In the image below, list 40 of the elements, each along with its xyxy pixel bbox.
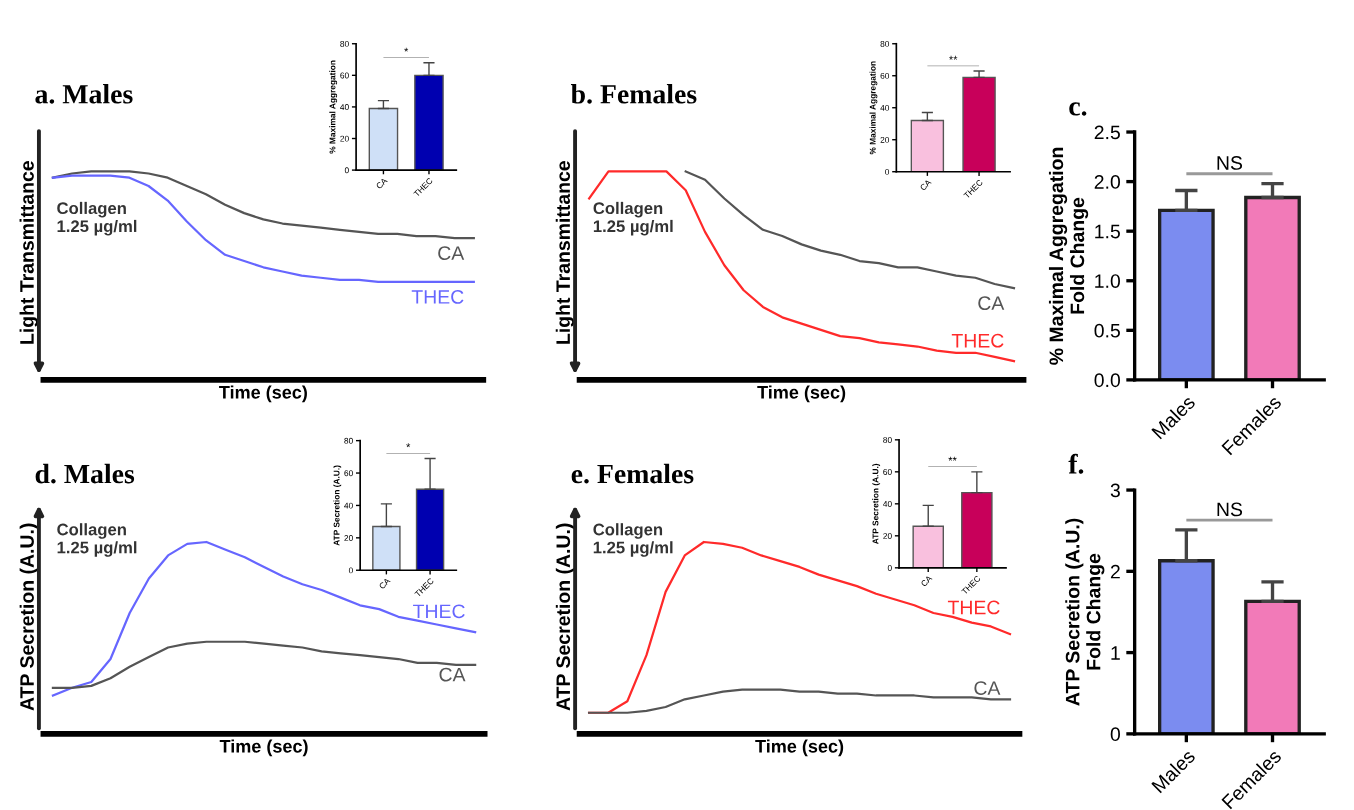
- y-tick-label: 0.0: [1094, 373, 1121, 388]
- annotation: Collagen 1.25 µg/ml: [593, 523, 673, 557]
- y-axis-title: % Maximal Aggregation Fold Change: [1048, 147, 1089, 365]
- chart-title: f.: [1068, 453, 1084, 474]
- y-tick-label: 3: [1110, 483, 1120, 498]
- y-tick-label: 1.5: [1095, 224, 1120, 239]
- y-tick-label: 1.0: [1095, 274, 1121, 288]
- series-label: CA: [978, 296, 1005, 311]
- y-axis-title: ATP Secretion (A.U.) Fold Change: [1065, 518, 1105, 706]
- series-label: CA: [438, 246, 465, 261]
- annotation: Collagen 1.25 µg/ml: [57, 523, 137, 557]
- annotation: Collagen 1.25 µg/ml: [593, 201, 673, 236]
- y-axis-title: ATP Secretion (A.U.): [555, 523, 574, 711]
- y-tick-label: 0.5: [1094, 323, 1120, 338]
- y-tick-label: 2.5: [1094, 125, 1120, 140]
- annotation: NS: [1217, 156, 1243, 170]
- x-axis-title: Time (sec): [755, 739, 844, 757]
- x-axis-title: Time (sec): [219, 739, 308, 757]
- chart-title: b. Females: [570, 84, 697, 104]
- y-tick-label: 1: [1111, 646, 1120, 660]
- series-label: THEC: [951, 333, 1004, 348]
- series-label: CA: [974, 681, 1001, 695]
- y-tick-label: 2.0: [1094, 175, 1121, 189]
- chart-title: a. Males: [35, 84, 133, 104]
- y-axis-title: Light Transmittance: [19, 161, 38, 344]
- series-label: THEC: [947, 600, 1000, 615]
- chart-title: c.: [1069, 102, 1087, 116]
- chart-title: d. Males: [35, 463, 135, 484]
- y-axis-title: Light Transmittance: [555, 161, 574, 344]
- x-axis-title: Time (sec): [757, 385, 846, 403]
- y-tick-label: 2: [1110, 564, 1120, 579]
- y-axis-title: ATP Secretion (A.U.): [19, 523, 38, 711]
- annotation: NS: [1217, 502, 1243, 517]
- chart-title: e. Females: [571, 463, 694, 484]
- annotation: Collagen 1.25 µg/ml: [57, 201, 137, 236]
- series-label: THEC: [411, 290, 464, 304]
- series-label: CA: [439, 667, 466, 682]
- series-label: THEC: [413, 604, 465, 619]
- y-tick-label: 0: [1110, 727, 1120, 742]
- x-axis-title: Time (sec): [219, 385, 307, 403]
